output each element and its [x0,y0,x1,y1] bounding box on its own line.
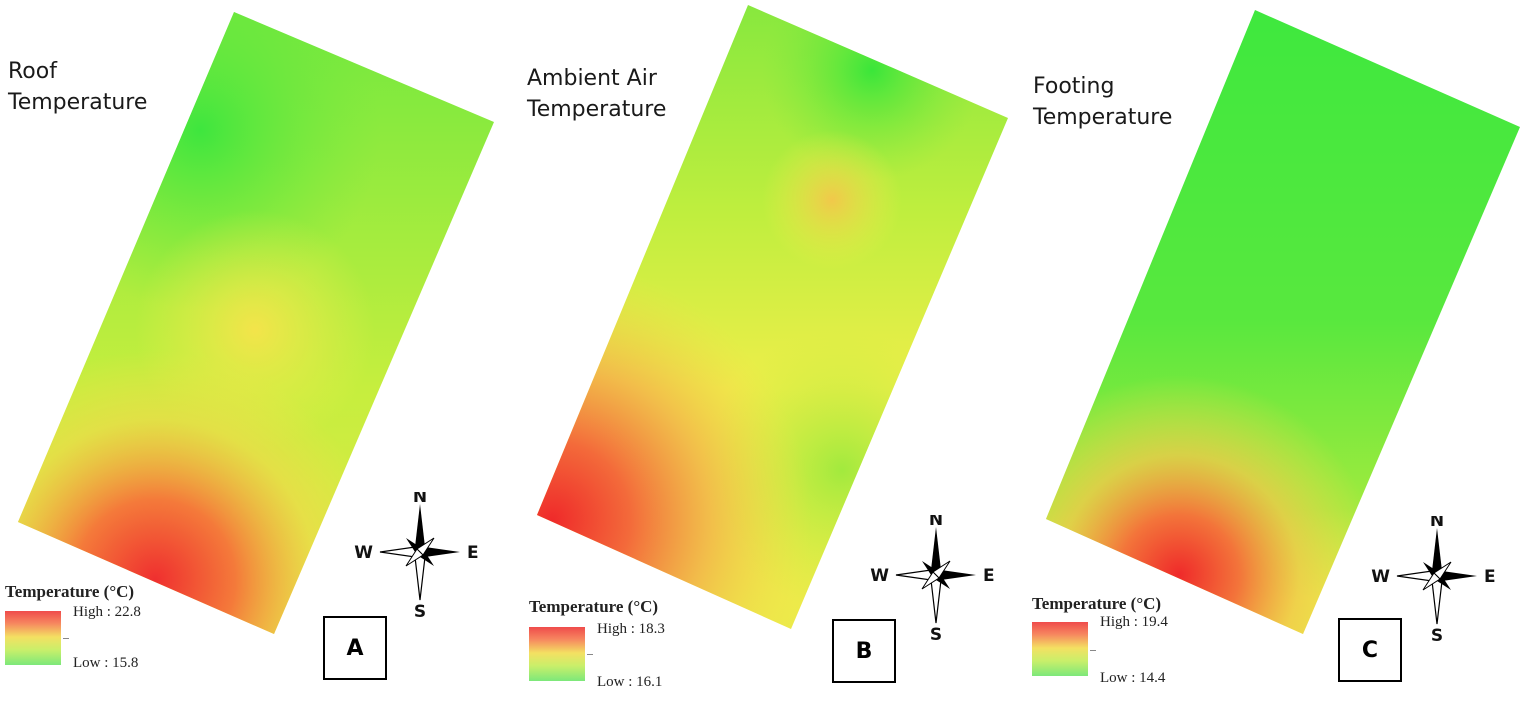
panel-label-badge: A [323,616,387,680]
title-line-1: Ambient Air [527,66,657,91]
compass-n: N [1430,516,1444,531]
legend: Temperature (°C) High : 18.3 Low : 16.1 [529,597,665,690]
title-line-2: Temperature [8,90,148,115]
heatmap-roof-temperature [18,12,494,634]
compass-w: W [870,566,889,586]
legend-high: High : 22.8 [73,604,141,620]
legend-title: Temperature (°C) [5,582,135,601]
panel-title: Roof Temperature [8,56,147,118]
panel-c: Footing Temperature Temperature (°C) Hig… [1024,0,1535,707]
legend-color-ramp [529,627,585,681]
compass-w: W [1371,567,1390,587]
compass-e: E [467,543,479,563]
title-line-1: Roof [8,59,57,84]
compass-n: N [929,515,943,530]
panel-a: Roof Temperature Temperature (°C) High :… [0,0,512,707]
title-line-2: Temperature [1033,105,1173,130]
title-line-2: Temperature [527,97,667,122]
panel-b: Ambient Air Temperature Temperature (°C)… [512,0,1024,707]
legend-low: Low : 15.8 [73,655,139,671]
legend-high: High : 18.3 [597,621,665,637]
legend-mid-tick [587,654,593,655]
legend-title: Temperature (°C) [529,597,659,616]
heatmap-footing-temperature [1046,10,1520,634]
panel-label-badge: B [832,619,896,683]
compass-s: S [1431,626,1443,646]
legend-mid-tick [1090,650,1096,651]
compass-w: W [354,543,373,563]
panel-title: Ambient Air Temperature [527,63,666,125]
compass-e: E [1484,567,1496,587]
legend-low: Low : 16.1 [597,674,663,690]
legend-color-ramp [5,611,61,665]
legend-title: Temperature (°C) [1032,594,1162,613]
compass-e: E [983,566,995,586]
compass-rose-icon: N S E W [354,492,479,622]
compass-s: S [930,625,942,645]
compass-s: S [414,602,426,622]
panel-label-badge: C [1338,618,1402,682]
legend-mid-tick [63,638,69,639]
legend-color-ramp [1032,622,1088,676]
compass-rose-icon: N S E W [1371,516,1496,646]
legend: Temperature (°C) High : 19.4 Low : 14.4 [1032,594,1168,686]
title-line-1: Footing [1033,74,1115,99]
legend-high: High : 19.4 [1100,614,1168,630]
heatmap-ambient-air-temperature [537,5,1008,629]
compass-rose-icon: N S E W [870,515,995,645]
panel-title: Footing Temperature [1033,71,1172,133]
legend-low: Low : 14.4 [1100,670,1166,686]
legend: Temperature (°C) High : 22.8 Low : 15.8 [5,582,141,671]
compass-n: N [413,492,427,507]
